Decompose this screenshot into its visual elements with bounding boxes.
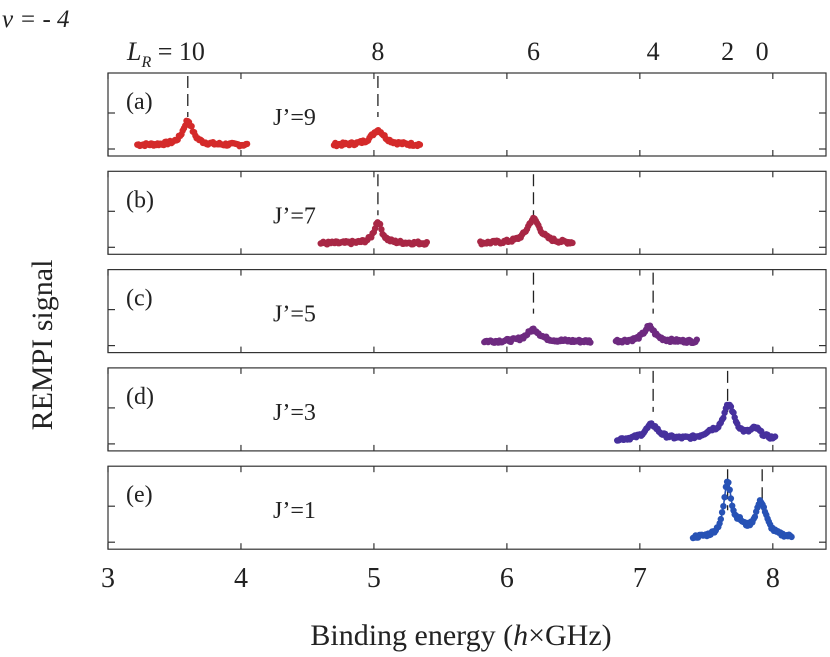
data-point	[416, 141, 424, 148]
top-tick-label: 6	[527, 37, 540, 66]
panel-label: J’=5	[273, 302, 316, 328]
data-point	[717, 515, 724, 523]
data-point	[720, 503, 727, 510]
data-point	[243, 140, 251, 148]
data-point	[693, 336, 700, 343]
panel-label: J’=9	[273, 105, 316, 131]
panel-frame	[107, 367, 827, 452]
top-axis-symbol: L	[126, 37, 141, 66]
top-axis-label: LR = 10	[126, 37, 205, 71]
panel-tag: (e)	[126, 482, 153, 508]
panel-frame	[107, 269, 827, 354]
data-point	[727, 495, 735, 502]
data-point	[725, 479, 732, 486]
top-tick-label: 4	[647, 37, 660, 66]
data-point	[188, 123, 195, 130]
y-axis-label: REMPI signal	[26, 260, 59, 431]
panel-frame	[107, 72, 827, 157]
x-tick-label: 6	[500, 563, 514, 594]
top-axis-subscript: R	[140, 54, 151, 71]
x-tick-label: 3	[101, 563, 115, 594]
x-tick-label: 7	[633, 563, 647, 594]
panel-frame	[107, 170, 827, 255]
panel-tag: (d)	[126, 384, 154, 410]
x-axis-label-prefix: Binding energy (	[310, 619, 513, 652]
data-point	[718, 509, 726, 516]
panel: (c) J’=5	[107, 269, 827, 354]
data-point	[788, 533, 795, 541]
panel-frame	[107, 465, 827, 550]
x-tick-label: 4	[234, 563, 248, 594]
top-axis-suffix: = 10	[151, 37, 205, 66]
data-point	[730, 409, 737, 416]
top-tick-label: 0	[756, 37, 769, 66]
panel-label: J’=3	[273, 400, 316, 426]
panels: (a) J’=9 (b) J’=7 (c) J’=5 (d) J’=3 (e) J’=1	[107, 72, 827, 550]
x-axis-label: Binding energy (h×GHz)	[310, 619, 611, 652]
data-point	[423, 239, 430, 246]
x-tick-label: 8	[766, 563, 780, 594]
top-tick-label: 8	[371, 37, 384, 66]
panel-tag: (a)	[126, 89, 153, 115]
panel: (d) J’=3	[107, 367, 827, 452]
x-axis-ticks: 3 4 5 6 7 8	[101, 563, 780, 594]
x-axis-label-italic: h	[513, 619, 528, 652]
data-point	[569, 239, 576, 247]
data-point	[721, 494, 728, 501]
panel: (a) J’=9	[107, 72, 827, 157]
x-tick-label: 5	[367, 563, 381, 594]
panel-tag: (b)	[126, 187, 154, 213]
data-point	[771, 433, 779, 440]
panel-label: J’=1	[273, 498, 316, 524]
figure-label: v = - 4	[2, 6, 70, 33]
data-point	[587, 339, 594, 346]
x-axis-label-suffix: ×GHz)	[528, 619, 612, 652]
data-point	[727, 403, 735, 410]
panel-tag: (c)	[126, 286, 153, 312]
panel: (e) J’=1	[107, 465, 827, 550]
data-point	[376, 220, 384, 228]
panel: (b) J’=7	[107, 170, 827, 255]
data-point	[720, 414, 727, 422]
data-point	[751, 513, 759, 520]
panel-label: J’=7	[273, 203, 316, 229]
data-point	[378, 226, 385, 233]
data-point	[726, 486, 733, 493]
top-tick-label: 2	[721, 37, 734, 66]
